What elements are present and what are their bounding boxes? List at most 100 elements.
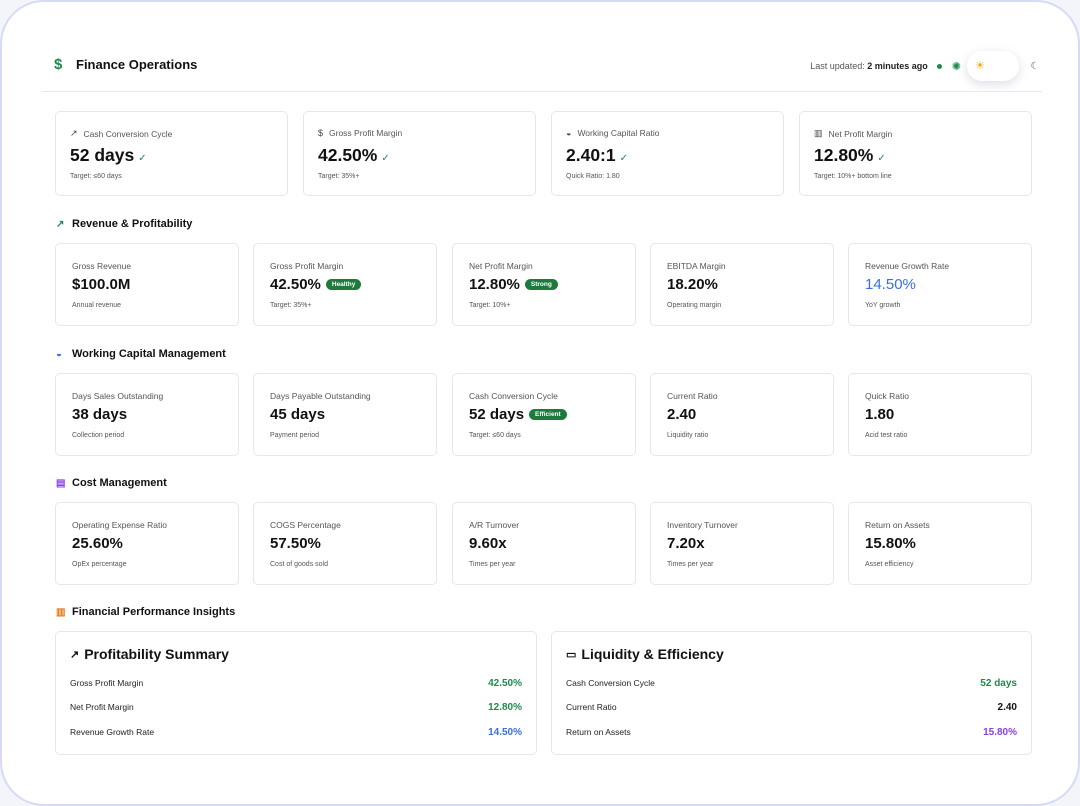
metric-value: 57.50% [270, 535, 321, 552]
section-title-working-capital: ◒ Working Capital Management [56, 348, 226, 360]
kpi-value: 2.40:1 [566, 145, 616, 165]
metric-card: COGS Percentage 57.50% Cost of goods sol… [253, 502, 437, 585]
metric-label: Inventory Turnover [667, 520, 738, 530]
summary-row: Net Profit Margin 12.80% [70, 702, 522, 713]
metric-sub: Operating margin [667, 302, 722, 309]
card-title: Liquidity & Efficiency [581, 646, 724, 662]
sun-icon: ☀ [975, 60, 985, 72]
dollar-icon: $ [318, 128, 324, 138]
metric-label: Operating Expense Ratio [72, 520, 167, 530]
status-bar: Last updated: 2 minutes ago ✺ ☀ ☾ [810, 48, 1042, 84]
metric-label: Revenue Growth Rate [865, 261, 950, 271]
metric-value: 1.80 [865, 406, 895, 423]
kpi-sub: Target: ≤60 days [70, 173, 122, 180]
status-badge: Efficient [529, 409, 567, 420]
metric-card: Gross Profit Margin 42.50% Healthy Target… [253, 243, 437, 326]
metric-value: 45 days [270, 406, 326, 423]
check-icon: ✓ [381, 153, 390, 164]
metric-label: Gross Profit Margin [270, 261, 344, 271]
metric-label: Days Payable Outstanding [270, 391, 371, 401]
check-icon: ✓ [877, 153, 886, 164]
metric-sub: Target: ≤60 days [469, 432, 521, 439]
piggy-bank-icon: ◒ [566, 128, 572, 138]
metric-value: 42.50% Healthy [270, 276, 362, 293]
metric-sub: Asset efficiency [865, 561, 914, 568]
metric-label: EBITDA Margin [667, 261, 726, 271]
live-dot-icon [936, 63, 942, 69]
kpi-value: 42.50% [318, 145, 378, 165]
metric-label: COGS Percentage [270, 520, 341, 530]
metric-value: 9.60x [469, 535, 507, 552]
metric-value: 7.20x [667, 535, 705, 552]
kpi-value: 12.80% [814, 145, 874, 165]
status-badge: Strong [524, 279, 558, 290]
metric-card: A/R Turnover 9.60x Times per year [452, 502, 636, 585]
receipt-icon: ▤ [56, 477, 66, 489]
metric-sub: Target: 10%+ [469, 302, 511, 309]
summary-row: Revenue Growth Rate 14.50% [70, 727, 522, 738]
kpi-card: ◒ Working Capital Ratio 2.40:1 ✓ Quick Rat… [551, 111, 784, 196]
theme-toggle[interactable]: ☀ [967, 51, 1019, 81]
brand: $ Finance Operations [54, 56, 197, 73]
kpi-card: ↗ Cash Conversion Cycle 52 days ✓ Target: … [55, 111, 288, 196]
trend-up-icon: ↗ [70, 128, 78, 138]
kpi-sub: Quick Ratio: 1.80 [566, 173, 620, 180]
profitability-summary-card: ↗ Profitability Summary Gross Profit Marg… [55, 631, 537, 755]
moon-icon[interactable]: ☾ [1030, 60, 1040, 72]
bar-chart-icon: ▥ [56, 606, 66, 618]
metric-label: Quick Ratio [865, 391, 909, 401]
kpi-card: $ Gross Profit Margin 42.50% ✓ Target: 35%… [303, 111, 536, 196]
system-theme-icon[interactable]: ✺ [951, 60, 961, 73]
metric-value: 18.20% [667, 276, 718, 293]
metric-card: Return on Assets 15.80% Asset efficiency [848, 502, 1032, 585]
page-title: Finance Operations [76, 57, 198, 72]
header: $ Finance Operations Last updated: 2 min… [42, 38, 1042, 92]
summary-row: Gross Profit Margin 42.50% [70, 678, 522, 689]
metric-value: 38 days [72, 406, 128, 423]
trend-up-icon: ↗ [70, 648, 80, 661]
metric-label: Current Ratio [667, 391, 718, 401]
kpi-label: Working Capital Ratio [577, 128, 660, 138]
kpi-card: ▥ Net Profit Margin 12.80% ✓ Target: 10%+ … [799, 111, 1032, 196]
metric-label: Cash Conversion Cycle [469, 391, 558, 401]
metric-card: Days Payable Outstanding 45 days Payment… [253, 373, 437, 456]
last-updated: Last updated: 2 minutes ago [810, 61, 928, 71]
metric-sub: Collection period [72, 432, 125, 439]
card-title: Profitability Summary [84, 646, 229, 662]
kpi-value: 52 days [70, 145, 135, 165]
metric-label: Net Profit Margin [469, 261, 533, 271]
metric-value: 25.60% [72, 535, 123, 552]
metric-card: Current Ratio 2.40 Liquidity ratio [650, 373, 834, 456]
kpi-label: Cash Conversion Cycle [83, 128, 173, 139]
metric-value: 12.80% Strong [469, 276, 558, 293]
piggy-bank-icon: ◒ [56, 348, 63, 360]
metric-label: Return on Assets [865, 520, 930, 530]
metric-label: Days Sales Outstanding [72, 391, 164, 401]
status-badge: Healthy [325, 279, 362, 290]
check-icon: ✓ [138, 153, 147, 164]
metric-sub: Payment period [270, 432, 320, 439]
metric-sub: Times per year [667, 561, 714, 568]
metric-value: 14.50% [865, 276, 916, 293]
check-icon: ✓ [619, 153, 629, 164]
metric-card: Quick Ratio 1.80 Acid test ratio [848, 373, 1032, 456]
metric-value: 2.40 [667, 406, 697, 423]
summary-row: Return on Assets 15.80% [566, 727, 1017, 738]
metric-sub: Annual revenue [72, 302, 122, 309]
kpi-label: Net Profit Margin [828, 128, 893, 139]
metric-card: Net Profit Margin 12.80% Strong Target: 1… [452, 243, 636, 326]
section-title-cost: ▤ Cost Management [56, 477, 167, 489]
kpi-sub: Target: 10%+ bottom line [814, 173, 892, 180]
metric-sub: Times per year [469, 561, 516, 568]
metric-card: Operating Expense Ratio 25.60% OpEx perc… [55, 502, 239, 585]
summary-row: Current Ratio 2.40 [566, 702, 1017, 713]
metric-card: Gross Revenue $100.0M Annual revenue [55, 243, 239, 326]
metric-label: Gross Revenue [72, 261, 132, 271]
metric-card: Revenue Growth Rate 14.50% YoY growth [848, 243, 1032, 326]
metric-card: Days Sales Outstanding 38 days Collectio… [55, 373, 239, 456]
metric-card: Inventory Turnover 7.20x Times per year [650, 502, 834, 585]
bar-chart-icon: ▥ [814, 128, 823, 138]
metric-label: A/R Turnover [469, 520, 520, 530]
kpi-sub: Target: 35%+ [318, 173, 360, 180]
